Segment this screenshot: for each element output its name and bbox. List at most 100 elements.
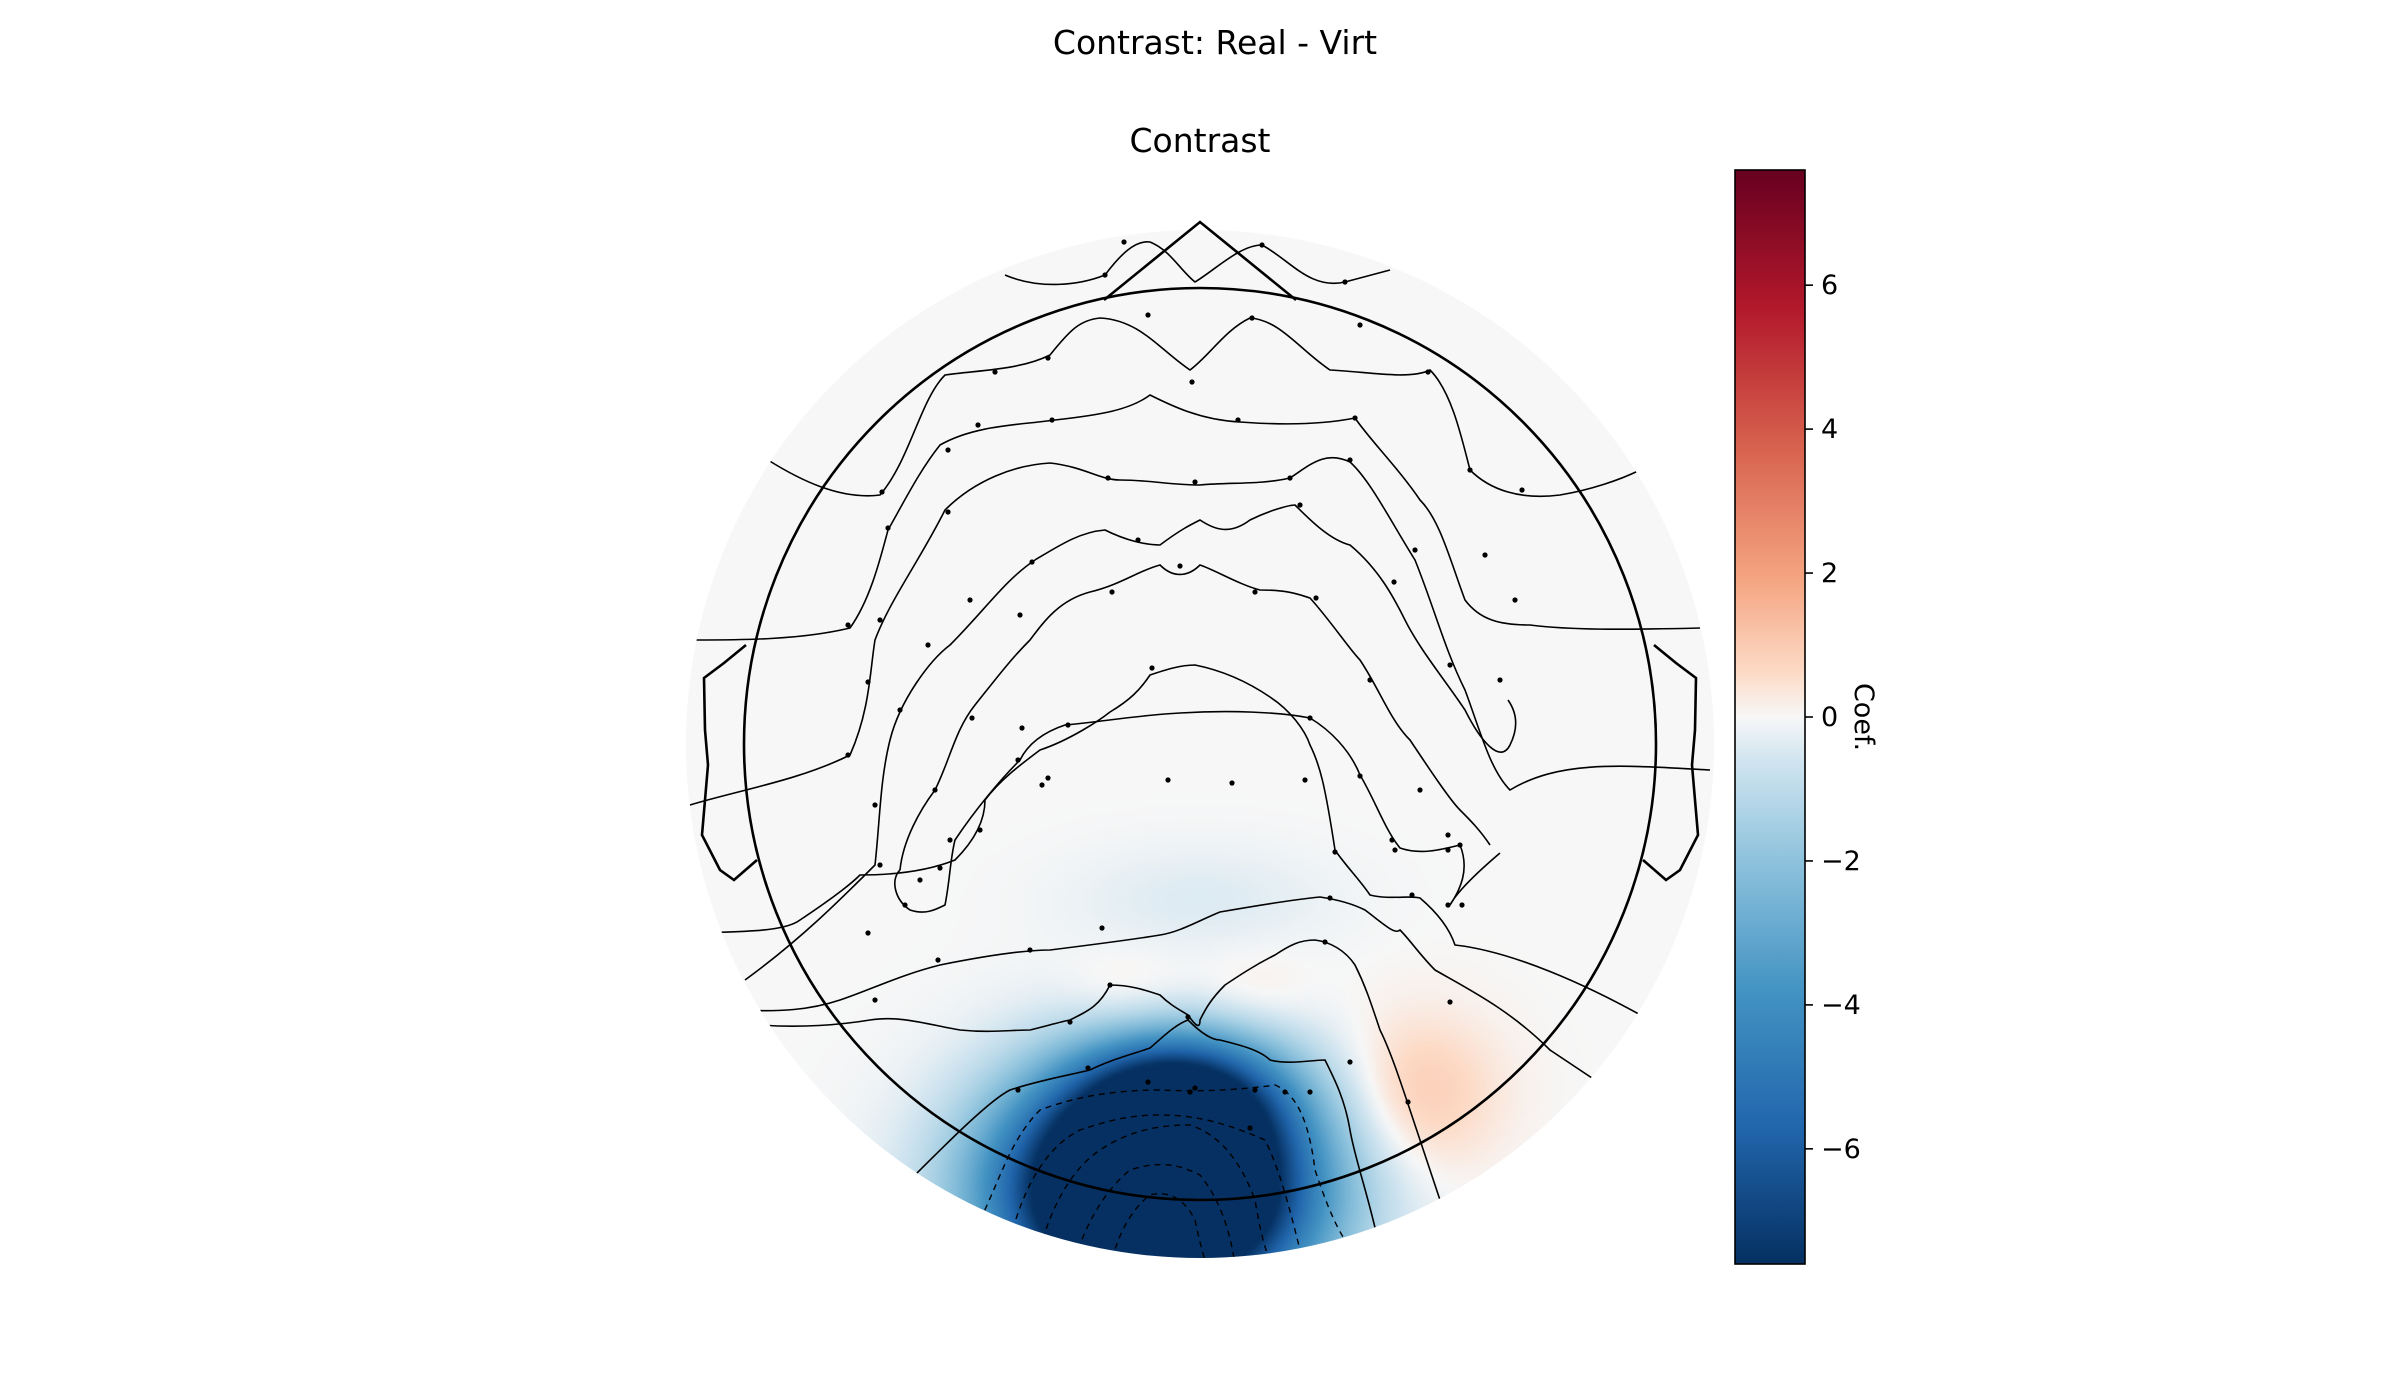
contour-line (909, 1019, 1381, 1251)
sensor-dot (1015, 757, 1021, 763)
sensor-dot (1247, 1125, 1253, 1131)
head-circle (742, 286, 1658, 1202)
colorbar: −6 −4 −2 0 2 4 6 Coef. (1734, 169, 1879, 1265)
nose (1103, 220, 1297, 302)
sensor-dot (885, 525, 891, 531)
sensor-dot (1322, 939, 1328, 945)
colorbar-tick-label: −2 (1821, 846, 1861, 877)
sensor-dot (902, 902, 908, 908)
sensor-dot (1302, 777, 1308, 783)
sensor-dot (1105, 475, 1111, 481)
sensor-dot (1029, 559, 1035, 565)
sensor-dot (865, 679, 871, 685)
sensor-dot (932, 787, 938, 793)
sensor-dot (1347, 457, 1353, 463)
sensor-dot (1297, 502, 1303, 508)
topomap-field (686, 230, 1714, 1258)
sensor-dot (1135, 537, 1141, 543)
sensor-dot (1459, 902, 1465, 908)
right-ear (1642, 643, 1700, 882)
sensor-dot (1019, 725, 1025, 731)
colorbar-tick-label: −4 (1821, 990, 1861, 1021)
sensor-dot (1252, 1087, 1258, 1093)
left-ear (700, 643, 758, 882)
sensor-dot (992, 369, 998, 375)
sensor-dot (1405, 1099, 1411, 1105)
colorbar-tick-label: 0 (1821, 702, 1838, 733)
sensor-dot (1307, 715, 1313, 721)
sensor-dot (1192, 479, 1198, 485)
sensor-dot (1259, 242, 1265, 248)
sensor-dot (1327, 895, 1333, 901)
sensor-dot (945, 509, 951, 515)
sensor-dot (1252, 589, 1258, 595)
sensor-dot (945, 447, 951, 453)
sensor-dot (1391, 579, 1397, 585)
head-outline (700, 220, 1700, 1202)
sensor-dot (1497, 677, 1503, 683)
contour-line (695, 394, 1701, 641)
sensor-markers (845, 239, 1525, 1131)
sensor-dot (925, 642, 931, 648)
contour-line (759, 939, 1441, 1201)
sensor-dot (1065, 722, 1071, 728)
sensor-dot (947, 837, 953, 843)
sensor-dot (1107, 982, 1113, 988)
sensor-dot (1282, 1089, 1288, 1095)
sensor-dot (877, 862, 883, 868)
sensor-dot (1307, 1089, 1313, 1095)
sensor-dot (865, 930, 871, 936)
sensor-dot (845, 622, 851, 628)
contour-line (689, 456, 1711, 806)
sensor-dot (935, 957, 941, 963)
sensor-dot (1367, 677, 1373, 683)
contour-lines (686, 241, 1711, 1258)
contour-line (739, 896, 1641, 1111)
sensor-dot (1045, 355, 1051, 361)
axes-title: Contrast (1129, 121, 1270, 160)
sensor-dot (1447, 999, 1453, 1005)
sensor-dot (1287, 475, 1293, 481)
colorbar-ticks: −6 −4 −2 0 2 4 6 (1805, 270, 1861, 1165)
sensor-dot (1445, 847, 1451, 853)
sensor-dot (1165, 777, 1171, 783)
sensor-dot (1482, 552, 1488, 558)
sensor-dot (917, 877, 923, 883)
sensor-dot (1357, 773, 1363, 779)
contour-line (744, 504, 1517, 981)
sensor-dot (1332, 849, 1338, 855)
colorbar-tick-label: −6 (1821, 1134, 1861, 1165)
sensor-dot (1389, 837, 1395, 843)
sensor-dot (937, 865, 943, 871)
sensor-dot (969, 715, 975, 721)
colorbar-gradient (1735, 170, 1805, 1264)
sensor-dot (1185, 1014, 1191, 1020)
sensor-dot (1177, 563, 1183, 569)
sensor-dot (1417, 787, 1423, 793)
sensor-dot (1425, 369, 1431, 375)
sensor-dot (1467, 467, 1473, 473)
sensor-dot (845, 752, 851, 758)
sensor-dot (1027, 947, 1033, 953)
figure-suptitle: Contrast: Real - Virt (1053, 23, 1377, 62)
sensor-dot (977, 827, 983, 833)
colorbar-label: Coef. (1848, 683, 1879, 751)
sensor-dot (1235, 417, 1241, 423)
sensor-dot (967, 597, 973, 603)
sensor-dot (1192, 1085, 1198, 1091)
sensor-dot (1412, 547, 1418, 553)
sensor-dot (1347, 1059, 1353, 1065)
interpolated-field-image (686, 230, 1714, 1258)
sensor-dot (1357, 322, 1363, 328)
contour-line-negative (1039, 1124, 1271, 1258)
contour-line (686, 664, 1701, 1051)
colorbar-tick-label: 4 (1821, 414, 1838, 445)
sensor-dot (1102, 272, 1108, 278)
sensor-dot (1149, 665, 1155, 671)
sensor-dot (1512, 597, 1518, 603)
sensor-dot (1015, 1087, 1021, 1093)
sensor-dot (1445, 832, 1451, 838)
sensor-dot (1017, 612, 1023, 618)
sensor-dot (1519, 487, 1525, 493)
